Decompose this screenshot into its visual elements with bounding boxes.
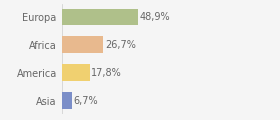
Bar bbox=[62, 36, 104, 53]
Bar bbox=[62, 64, 90, 81]
Text: 48,9%: 48,9% bbox=[140, 12, 171, 22]
Text: 26,7%: 26,7% bbox=[105, 40, 136, 50]
Bar bbox=[62, 9, 138, 25]
Text: 6,7%: 6,7% bbox=[74, 96, 98, 106]
Text: 17,8%: 17,8% bbox=[91, 68, 122, 78]
Bar bbox=[62, 92, 72, 109]
